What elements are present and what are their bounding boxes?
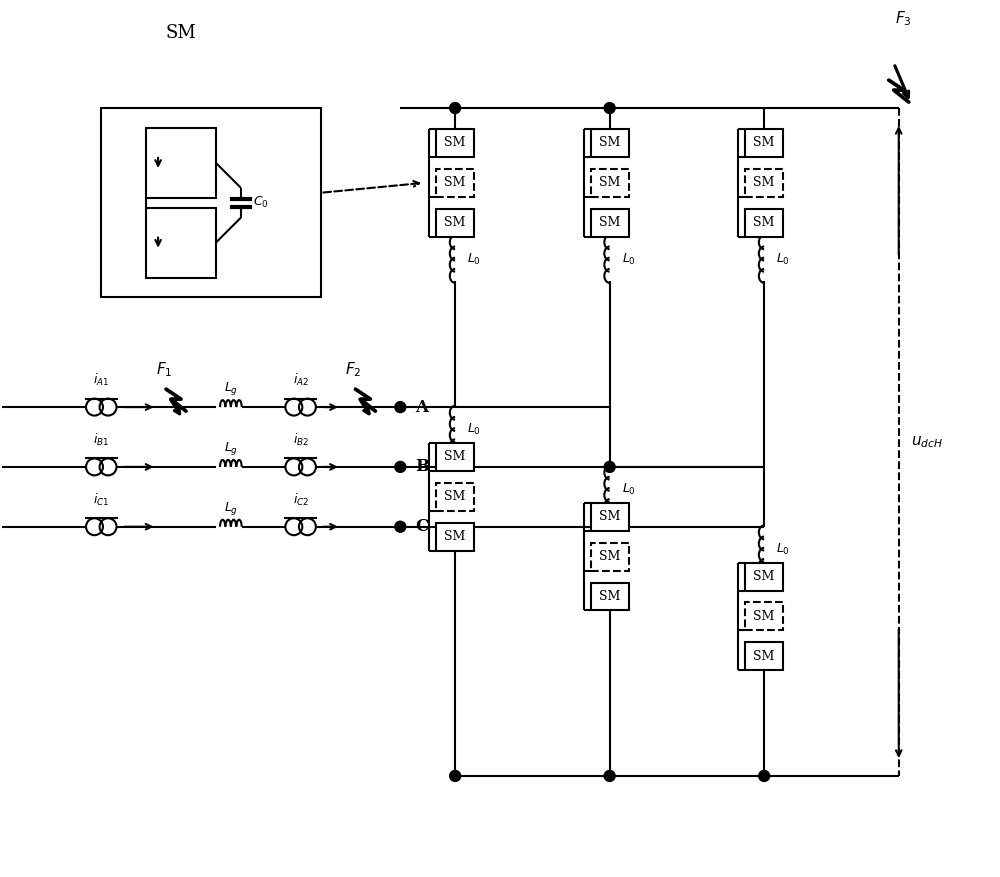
FancyBboxPatch shape bbox=[745, 563, 783, 590]
Text: $i_{A1}$: $i_{A1}$ bbox=[93, 372, 109, 389]
Text: C: C bbox=[415, 518, 429, 535]
Text: $F_3$: $F_3$ bbox=[895, 10, 912, 28]
FancyBboxPatch shape bbox=[146, 128, 216, 198]
Text: SM: SM bbox=[599, 510, 620, 524]
FancyBboxPatch shape bbox=[436, 169, 474, 196]
FancyBboxPatch shape bbox=[436, 209, 474, 237]
FancyBboxPatch shape bbox=[436, 523, 474, 551]
FancyBboxPatch shape bbox=[745, 602, 783, 631]
FancyBboxPatch shape bbox=[591, 129, 629, 157]
Text: SM: SM bbox=[444, 531, 466, 543]
Circle shape bbox=[604, 103, 615, 113]
Text: SM: SM bbox=[599, 217, 620, 229]
Text: SM: SM bbox=[166, 25, 196, 42]
Text: SM: SM bbox=[444, 176, 466, 189]
Text: $L_g$: $L_g$ bbox=[224, 440, 238, 457]
Text: SM: SM bbox=[753, 570, 775, 583]
FancyBboxPatch shape bbox=[745, 129, 783, 157]
Text: SM: SM bbox=[444, 451, 466, 463]
FancyBboxPatch shape bbox=[436, 483, 474, 510]
FancyBboxPatch shape bbox=[745, 209, 783, 237]
Text: SM: SM bbox=[599, 176, 620, 189]
Circle shape bbox=[395, 461, 406, 473]
Text: A: A bbox=[415, 399, 428, 416]
Text: $L_g$: $L_g$ bbox=[224, 380, 238, 397]
Text: $i_{C2}$: $i_{C2}$ bbox=[293, 492, 309, 508]
Circle shape bbox=[450, 103, 461, 113]
Text: $i_{B1}$: $i_{B1}$ bbox=[93, 431, 109, 448]
Text: SM: SM bbox=[444, 217, 466, 229]
Circle shape bbox=[395, 521, 406, 532]
FancyBboxPatch shape bbox=[436, 129, 474, 157]
FancyBboxPatch shape bbox=[745, 169, 783, 196]
Text: $L_0$: $L_0$ bbox=[776, 252, 790, 267]
Text: $F_2$: $F_2$ bbox=[345, 360, 362, 379]
Text: $i_{B2}$: $i_{B2}$ bbox=[293, 431, 309, 448]
Text: $L_g$: $L_g$ bbox=[224, 500, 238, 517]
Text: SM: SM bbox=[444, 490, 466, 503]
Text: SM: SM bbox=[599, 137, 620, 149]
Text: SM: SM bbox=[753, 217, 775, 229]
FancyBboxPatch shape bbox=[101, 108, 321, 297]
FancyBboxPatch shape bbox=[591, 209, 629, 237]
Text: $F_1$: $F_1$ bbox=[156, 360, 172, 379]
Text: $u_{dcH}$: $u_{dcH}$ bbox=[911, 434, 943, 450]
FancyBboxPatch shape bbox=[591, 169, 629, 196]
Text: SM: SM bbox=[599, 550, 620, 563]
Text: $i_{C1}$: $i_{C1}$ bbox=[93, 492, 109, 508]
Text: $C_0$: $C_0$ bbox=[253, 196, 269, 210]
Text: $L_0$: $L_0$ bbox=[622, 481, 636, 497]
FancyBboxPatch shape bbox=[591, 582, 629, 610]
Text: SM: SM bbox=[753, 610, 775, 623]
Text: SM: SM bbox=[444, 137, 466, 149]
Text: SM: SM bbox=[599, 590, 620, 603]
Text: $i_{A2}$: $i_{A2}$ bbox=[293, 372, 309, 389]
FancyBboxPatch shape bbox=[591, 503, 629, 531]
Circle shape bbox=[395, 402, 406, 412]
FancyBboxPatch shape bbox=[745, 642, 783, 670]
Circle shape bbox=[759, 771, 770, 781]
FancyBboxPatch shape bbox=[591, 543, 629, 571]
Text: SM: SM bbox=[753, 137, 775, 149]
FancyBboxPatch shape bbox=[436, 443, 474, 471]
Circle shape bbox=[604, 771, 615, 781]
Text: $L_0$: $L_0$ bbox=[467, 422, 481, 437]
FancyBboxPatch shape bbox=[146, 208, 216, 277]
Circle shape bbox=[450, 771, 461, 781]
Text: SM: SM bbox=[753, 176, 775, 189]
Text: $L_0$: $L_0$ bbox=[776, 542, 790, 557]
Text: $L_0$: $L_0$ bbox=[467, 252, 481, 267]
Text: $L_0$: $L_0$ bbox=[622, 252, 636, 267]
Circle shape bbox=[604, 461, 615, 473]
Text: B: B bbox=[415, 459, 429, 475]
Text: SM: SM bbox=[753, 650, 775, 663]
